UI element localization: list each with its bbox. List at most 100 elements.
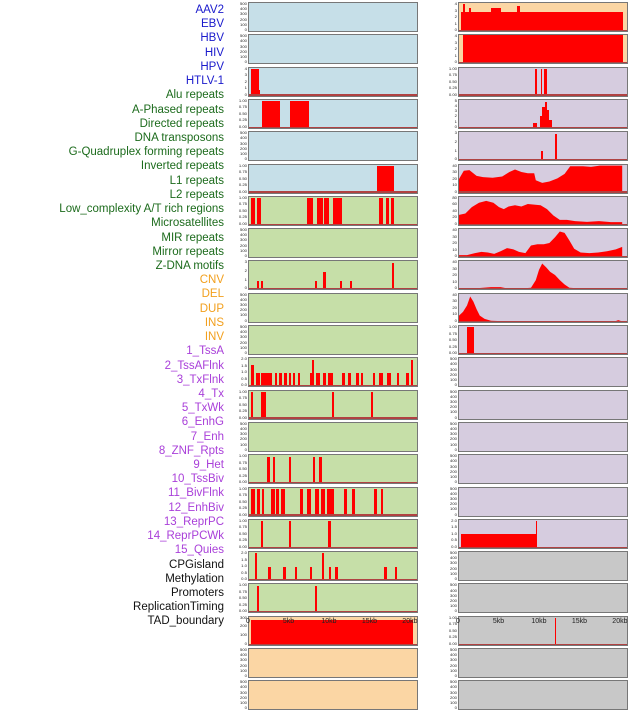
track-bar	[316, 198, 323, 225]
y-tick-label: 40	[452, 292, 457, 297]
track-panel-left-7	[248, 228, 418, 259]
track-plot-area	[249, 455, 417, 484]
y-tick-label: 2	[454, 46, 457, 52]
track-panel-left-17	[248, 551, 418, 582]
track-bar	[267, 456, 270, 484]
track-bar	[257, 280, 259, 290]
y-tick-label: 0.25	[238, 602, 247, 607]
y-tick-label: 100	[450, 506, 457, 512]
y-axis-left-13: 500 400 300 200 100 0	[226, 422, 248, 452]
x-tick-label: 5kb	[492, 618, 505, 625]
track-baseline	[249, 191, 417, 193]
track-plot-area	[459, 552, 627, 580]
track-plot-area	[249, 649, 417, 677]
y-axis-left-4: 500 400 300 200 100 0	[226, 131, 248, 161]
y-tick-label: 300	[240, 431, 247, 436]
track-bar	[309, 566, 313, 581]
y-axis-right-20: 500 400 300 200 100 0	[436, 648, 458, 678]
track-bar	[289, 101, 309, 128]
track-panel-right-14	[458, 454, 628, 485]
x-axis-left: 0 5kb 10kb 15kb 20kb	[246, 616, 418, 630]
track-bar	[535, 68, 537, 96]
x-tick-label: 15kb	[571, 618, 588, 625]
track-label-del: DEL	[201, 288, 224, 301]
y-tick-label: 200	[240, 243, 247, 248]
track-plot-area	[249, 584, 417, 613]
x-tick-label: 0	[246, 618, 250, 625]
track-bar	[463, 3, 466, 31]
track-plot-area	[459, 455, 627, 483]
y-tick-label: 40	[452, 227, 457, 232]
track-label-l2-repeats: L2 repeats	[169, 188, 224, 201]
track-bar	[316, 372, 321, 387]
y-axis-left-15: 1.00 0.75 0.50 0.25 0.00	[226, 486, 248, 517]
y-tick-label: 300	[240, 690, 247, 695]
genome-track-figure: AAV2 EBV HBV HIV HPV HTLV-1 Alu repeats A-Phase…	[59, 2, 628, 710]
y-tick-label: 0.50	[448, 79, 457, 84]
track-panel-left-1	[248, 34, 418, 65]
track-label-g-quadruplex-forming-repeats: G-Quadruplex forming repeats	[68, 146, 224, 159]
track-panel-left-2	[248, 66, 418, 97]
y-tick-label: 500	[450, 679, 457, 685]
y-tick-label: 400	[450, 426, 457, 431]
track-bar	[460, 534, 536, 548]
track-label-cpgisland: CPGisland	[169, 558, 224, 571]
y-axis-right-5: 40 30 20 10 0	[436, 163, 458, 194]
track-plot-area	[459, 3, 627, 31]
track-bar	[327, 488, 334, 516]
y-tick-label: 100	[450, 668, 457, 673]
track-label-6-enhg: 6_EnhG	[181, 416, 224, 429]
track-label-cnv: CNV	[199, 274, 224, 287]
track-bar	[370, 391, 373, 419]
track-plot-area	[459, 520, 627, 548]
track-panel-right-15	[458, 486, 628, 517]
track-bar	[250, 198, 255, 225]
track-label-12-enhbiv: 12_EnhBiv	[168, 501, 224, 514]
track-bar	[397, 372, 400, 387]
y-tick-label: 200	[450, 695, 457, 700]
track-plot-area	[459, 197, 627, 225]
track-bar	[315, 585, 318, 613]
track-bar	[276, 488, 279, 516]
track-plot-area	[249, 391, 417, 419]
y-tick-label: 0	[454, 318, 457, 323]
track-panel-left-11	[248, 357, 418, 388]
y-tick-label: 200	[450, 372, 457, 377]
track-bar	[250, 488, 255, 516]
track-label-dna-transposons: DNA transposons	[134, 131, 225, 144]
track-panel-right-18	[458, 583, 628, 614]
y-tick-label: 30	[452, 298, 457, 303]
y-tick-label: 0.25	[238, 214, 247, 220]
y-tick-label: 0	[454, 705, 457, 710]
y-tick-label: 500	[450, 485, 457, 491]
y-tick-label: 0.00	[238, 415, 247, 420]
track-bar	[517, 5, 520, 31]
y-tick-label: 1.00	[448, 615, 457, 620]
track-bar	[261, 488, 264, 516]
y-tick-label: 100	[450, 571, 457, 576]
track-panel-right-21	[458, 680, 628, 710]
track-bar	[294, 566, 297, 581]
y-axis-right-13: 500 400 300 200 100 0	[436, 422, 458, 452]
y-axis-right-10: 1.00 0.75 0.50 0.25 0.00	[436, 325, 458, 355]
y-tick-label: 2	[244, 268, 247, 273]
y-tick-label: 100	[450, 700, 457, 705]
track-panel-left-6	[248, 195, 418, 226]
track-bar	[468, 8, 471, 31]
y-tick-label: 4	[454, 1, 457, 6]
track-panel-right-0	[458, 2, 628, 32]
track-plot-area	[249, 100, 417, 128]
track-plot-area	[459, 649, 627, 677]
y-tick-label: 400	[450, 458, 457, 464]
track-baseline	[249, 514, 417, 516]
y-tick-label: 100	[240, 668, 247, 673]
y-tick-label: 0.00	[448, 92, 457, 97]
y-tick-label: 80	[452, 195, 457, 200]
track-panel-left-4	[248, 131, 418, 162]
y-tick-label: 0.50	[238, 175, 247, 181]
track-plot-area	[459, 681, 627, 709]
track-label-hpv: HPV	[200, 60, 224, 73]
track-plot-area	[459, 165, 627, 193]
